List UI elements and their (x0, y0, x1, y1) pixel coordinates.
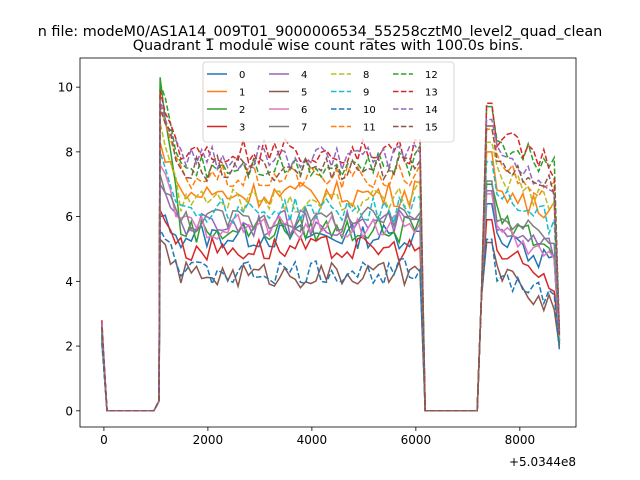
x-tick-label: 2000 (193, 433, 224, 447)
series-line-6 (101, 161, 561, 412)
series-line-7 (101, 174, 561, 412)
legend-label: 11 (363, 123, 376, 134)
chart-title: Quadrant 1 module wise count rates with … (133, 38, 524, 54)
series-line-5 (101, 237, 561, 412)
x-offset-label: +5.0344e8 (509, 455, 576, 469)
series-line-15 (101, 106, 561, 412)
y-tick-label: 0 (65, 404, 73, 418)
x-tick-label: 6000 (401, 433, 432, 447)
legend-label: 4 (301, 70, 307, 81)
series-layer (101, 77, 561, 412)
series-line-8 (101, 122, 561, 412)
plot-frame (79, 57, 577, 428)
x-tick-label: 4000 (297, 433, 328, 447)
legend-label: 0 (239, 70, 245, 81)
legend-box (202, 61, 455, 143)
figure-suptitle: n file: modeM0/AS1A14_009T01_9000006534_… (38, 24, 603, 40)
x-tick-label: 0 (100, 433, 108, 447)
y-tick-label: 4 (65, 275, 73, 289)
legend-label: 5 (301, 88, 307, 99)
legend-label: 13 (425, 88, 438, 99)
legend-label: 14 (425, 105, 438, 116)
legend-label: 10 (363, 105, 376, 116)
legend-label: 1 (239, 88, 245, 99)
legend-label: 6 (301, 105, 307, 116)
x-axis: 0 2000 4000 6000 8000 (100, 427, 535, 447)
x-tick-label: 8000 (505, 433, 536, 447)
y-tick-label: 10 (58, 81, 73, 95)
legend-label: 15 (425, 123, 438, 134)
series-line-3 (101, 209, 561, 412)
legend-label: 8 (363, 70, 369, 81)
legend-label: 2 (239, 105, 245, 116)
y-tick-label: 8 (65, 145, 73, 159)
y-axis: 0 2 4 6 8 10 (58, 81, 80, 418)
y-tick-label: 6 (65, 210, 73, 224)
legend-label: 12 (425, 70, 438, 81)
y-tick-label: 2 (65, 340, 73, 354)
legend-label: 7 (301, 123, 307, 134)
legend-label: 9 (363, 88, 369, 99)
series-line-1 (101, 142, 561, 412)
legend-label: 3 (239, 123, 245, 134)
